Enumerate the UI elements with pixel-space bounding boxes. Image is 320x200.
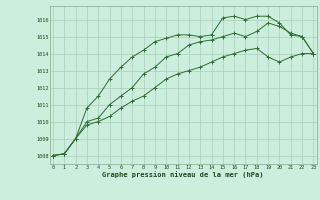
X-axis label: Graphe pression niveau de la mer (hPa): Graphe pression niveau de la mer (hPa) — [102, 171, 264, 178]
